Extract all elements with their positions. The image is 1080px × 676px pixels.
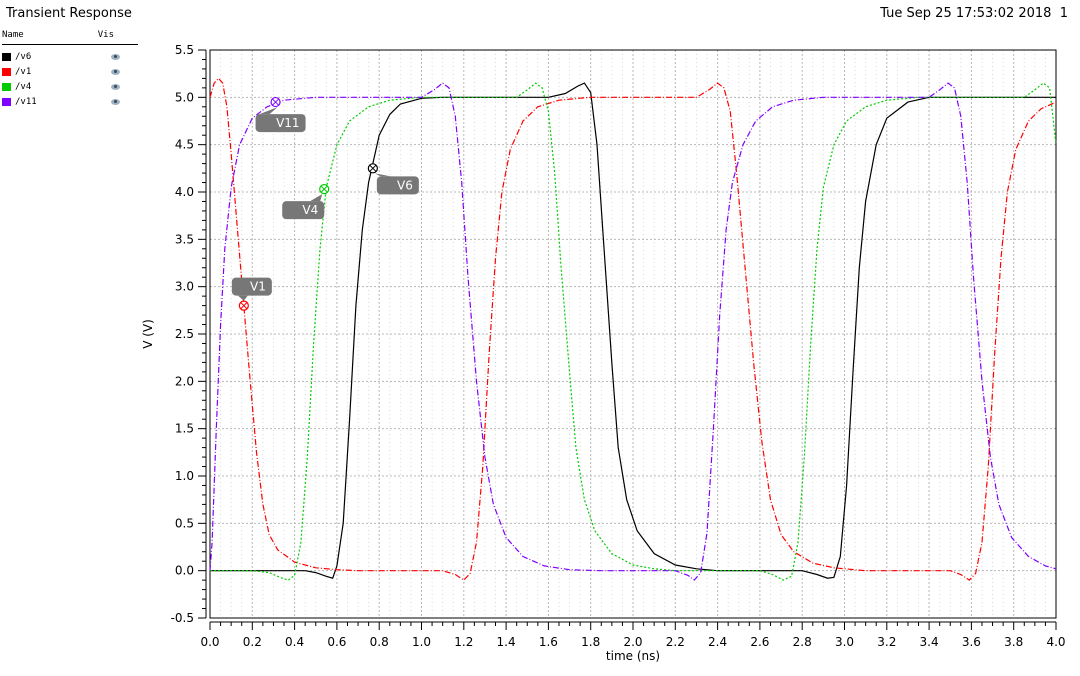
x-tick-label: 0.6: [327, 635, 346, 649]
x-tick-label: 2.0: [623, 635, 642, 649]
marker-callout-tail: [310, 194, 323, 202]
x-tick-label: 2.2: [666, 635, 685, 649]
series-line-v6: [210, 82, 1056, 579]
y-tick-label: 2.0: [175, 374, 194, 388]
x-tick-label: 2.8: [793, 635, 812, 649]
eye-icon[interactable]: [111, 83, 120, 90]
eye-icon[interactable]: [111, 68, 120, 75]
timestamp: Tue Sep 25 17:53:02 2018 1: [880, 6, 1068, 21]
legend-entry-name: /v4: [15, 81, 32, 92]
marker-label: V1: [250, 280, 266, 294]
y-tick-label: 5.5: [175, 43, 194, 57]
x-tick-label: 0.8: [370, 635, 389, 649]
marker-cross: [320, 185, 328, 193]
marker-callout: [376, 176, 419, 195]
x-tick-label: 2.4: [708, 635, 727, 649]
marker-label: V11: [276, 116, 299, 130]
x-tick-label: 1.6: [539, 635, 558, 649]
legend-entry[interactable]: /v6: [2, 49, 138, 64]
axis-labels: 0.0 0.2 0.4 0.6 0.8 1.0 1.2 1.4 1.6 1.8 2.0 2.2 2.4 2…: [141, 43, 1066, 663]
marker-callout-tail: [259, 107, 278, 115]
marker-callout: [282, 201, 325, 220]
series-line-v11: [209, 82, 1057, 581]
marker-v6: V6: [367, 163, 419, 195]
marker-v1: V1: [231, 277, 272, 311]
markers: V11 V4 V6 V1: [231, 96, 419, 311]
series-line-v1: [209, 77, 1057, 581]
eye-icon[interactable]: [111, 98, 120, 105]
y-tick-label: 5.0: [175, 90, 194, 104]
legend-entry-name: /v1: [15, 66, 32, 77]
legend-entry[interactable]: /v11: [2, 94, 138, 109]
y-tick-label: 3.5: [175, 232, 194, 246]
y-tick-label: 0.0: [175, 564, 194, 578]
x-tick-label: 3.8: [1004, 635, 1023, 649]
x-tick-label: 3.4: [920, 635, 939, 649]
y-tick-label: 2.5: [175, 327, 194, 341]
legend-swatch: [2, 97, 11, 106]
x-tick-label: 2.6: [750, 635, 769, 649]
y-tick-label: 1.0: [175, 469, 194, 483]
marker-callout-tail: [374, 173, 391, 177]
x-tick-label: 1.4: [497, 635, 516, 649]
marker-v4: V4: [282, 184, 330, 220]
y-tick-label: 0.5: [175, 516, 194, 530]
legend-entry[interactable]: /v1: [2, 64, 138, 79]
legend-entry-name: /v6: [15, 51, 32, 62]
series-line-v4: [210, 82, 1057, 581]
y-tick-label: 4.5: [175, 138, 194, 152]
marker-cross: [369, 164, 377, 172]
marker-callout: [231, 277, 272, 296]
marker-v11: V11: [255, 96, 306, 133]
timestamp-text: Tue Sep 25 17:53:02 2018: [880, 6, 1052, 21]
y-tick-label: -0.5: [171, 611, 194, 625]
x-tick-label: 0.2: [243, 635, 262, 649]
x-tick-label: 3.0: [835, 635, 854, 649]
legend-list: /v6/v1/v4/v11: [2, 49, 138, 109]
axes: [198, 49, 1057, 630]
legend-swatch: [2, 67, 11, 76]
marker-label: V4: [302, 203, 318, 217]
x-tick-label: 1.0: [412, 635, 431, 649]
x-tick-label: 1.2: [454, 635, 473, 649]
marker-callout-tail: [237, 295, 248, 301]
legend-entry[interactable]: /v4: [2, 79, 138, 94]
y-tick-label: 4.0: [175, 185, 194, 199]
x-tick-label: 3.2: [877, 635, 896, 649]
legend-swatch: [2, 82, 11, 91]
x-tick-label: 0.4: [285, 635, 304, 649]
x-tick-label: 1.8: [581, 635, 600, 649]
legend-header-vis: Vis: [97, 30, 114, 40]
marker-cross: [272, 98, 279, 106]
y-tick-label: 3.0: [175, 280, 194, 294]
window-title: Transient Response: [6, 6, 132, 21]
x-tick-label: 4.0: [1046, 635, 1065, 649]
marker-cross: [240, 302, 248, 309]
page-number: 1: [1059, 6, 1068, 21]
x-axis-label: time (ns): [606, 649, 660, 663]
x-tick-label: 0.0: [200, 635, 219, 649]
legend-entry-name: /v11: [15, 96, 37, 107]
marker-callout: [255, 114, 306, 133]
x-tick-label: 3.6: [962, 635, 981, 649]
series-lines: [209, 77, 1057, 581]
legend-swatch: [2, 52, 11, 61]
marker-label: V6: [397, 178, 413, 192]
legend-panel: Name Vis /v6/v1/v4/v11: [2, 30, 138, 109]
eye-icon[interactable]: [111, 53, 120, 60]
plot-frame: [209, 49, 1057, 619]
y-tick-label: 1.5: [175, 422, 194, 436]
legend-header: Name Vis: [2, 30, 138, 45]
y-axis-label: V (V): [141, 319, 155, 349]
legend-header-name: Name: [2, 30, 24, 40]
grid: [210, 50, 1056, 618]
